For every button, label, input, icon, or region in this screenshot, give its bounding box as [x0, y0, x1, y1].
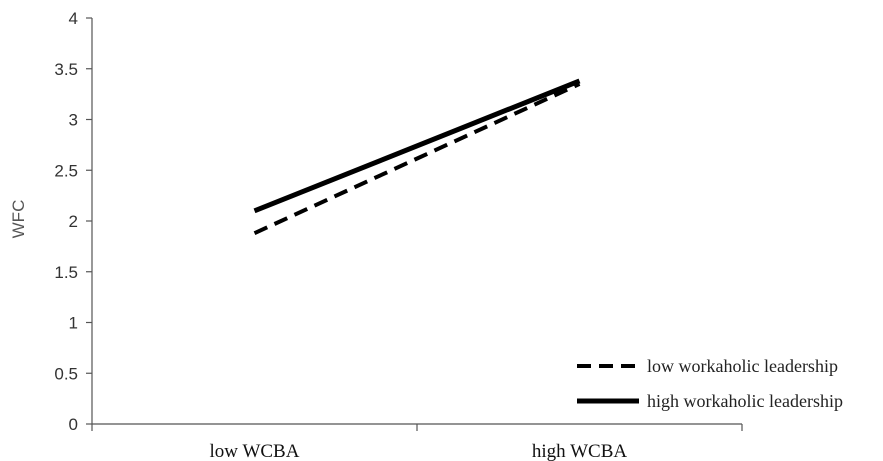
y-axis-ticks: 0 0.5 1 1.5 2 2.5 3 3.5 4 [54, 9, 92, 434]
y-tick-label: 3.5 [54, 60, 78, 79]
y-axis-title: WFC [9, 200, 28, 239]
series-line-high-workaholic-leadership [253, 78, 581, 214]
y-tick-label: 0 [69, 415, 78, 434]
series-line-low-workaholic-leadership [253, 82, 581, 235]
x-tick-label: low WCBA [210, 441, 300, 461]
x-tick-label: high WCBA [532, 441, 627, 461]
series-lines [253, 78, 581, 235]
y-tick-label: 2.5 [54, 161, 78, 180]
y-tick-label: 1 [69, 314, 78, 333]
legend-label: high workaholic leadership [647, 391, 843, 411]
legend-label: low workaholic leadership [647, 356, 838, 376]
y-tick-label: 2 [69, 212, 78, 231]
y-tick-label: 3 [69, 111, 78, 130]
y-tick-label: 0.5 [54, 364, 78, 383]
legend: low workaholic leadership high workaholic… [577, 356, 843, 411]
y-tick-label: 1.5 [54, 263, 78, 282]
x-axis-ticks: low WCBA high WCBA [91, 424, 743, 461]
y-tick-label: 4 [69, 9, 78, 28]
axes [91, 18, 742, 425]
